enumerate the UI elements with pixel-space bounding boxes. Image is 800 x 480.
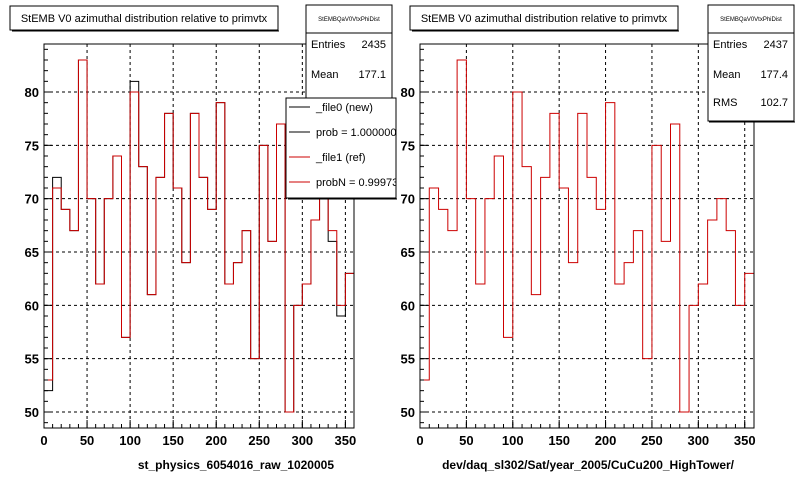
x-tick-label: 350 [734,433,756,448]
stats-entries-value: 2437 [764,39,788,51]
y-tick-label: 65 [401,245,415,260]
legend-entry: probN = 0.99973 [316,177,398,189]
y-axis: 50 55 60 65 70 75 80 [401,48,428,424]
y-tick-label: 65 [25,245,39,260]
legend-entry: prob = 1.000000 [316,127,396,139]
panel-2: 0 50 100 150 200 250 300 35050556065707580dev/d… [401,4,795,472]
legend: _file0 (new) prob = 1.000000 _file1 (ref) p… [285,97,398,200]
x-tick-label: 150 [548,433,570,448]
x-axis-label: st_physics_6054016_raw_1020005 [138,458,334,472]
x-tick-label: 100 [502,433,524,448]
y-tick-label: 50 [25,405,39,420]
grid [420,44,754,428]
legend-box [285,97,397,199]
stats-mean-label: Mean [713,69,741,81]
chart-title: StEMB V0 azimuthal distribution relative… [421,13,668,25]
y-tick-label: 50 [401,405,415,420]
x-axis-label: dev/daq_sl302/Sat/year_2005/CuCu200_High… [442,458,735,472]
x-tick-label: 50 [80,433,94,448]
stats-box [707,4,795,122]
x-tick-label: 300 [687,433,709,448]
x-tick-label: 350 [335,433,357,448]
stats-entries-label: Entries [713,39,748,51]
panel-1: 0 50 100 150 200 250 300 35050556065707580st_ph… [9,4,398,472]
x-tick-label: 150 [162,433,184,448]
x-tick-label: 200 [205,433,227,448]
stats-name: StEMBQaV0VtxPhiDist [720,17,782,23]
stats-mean-value: 177.1 [358,69,386,81]
y-tick-label: 55 [25,352,39,367]
histogram-series-1 [419,59,754,428]
y-axis: 50 55 60 65 70 75 80 [25,48,52,424]
y-tick-label: 75 [25,138,39,153]
y-tick-label: 70 [25,192,39,207]
y-tick-label: 55 [401,352,415,367]
x-tick-label: 250 [641,433,663,448]
y-tick-label: 60 [25,298,39,313]
title-box [9,5,279,31]
stats-entries-value: 2435 [362,39,386,51]
stats-rms-label: RMS [713,97,737,109]
plot-area [420,44,754,428]
x-tick-label: 250 [248,433,270,448]
legend-entry: _file0 (new) [315,102,373,114]
legend-entries: _file0 (new) prob = 1.000000 _file1 (ref) p… [289,102,398,189]
x-tick-label: 50 [459,433,473,448]
x-tick-label: 100 [119,433,141,448]
x-tick-label: 0 [40,433,47,448]
title-box [409,5,679,31]
x-tick-label: 0 [416,433,423,448]
y-tick-label: 70 [401,192,415,207]
stats-box [305,4,393,102]
y-tick-label: 80 [25,85,39,100]
x-tick-label: 300 [291,433,313,448]
stats-mean-value: 177.4 [760,69,788,81]
stats-mean-label: Mean [311,69,339,81]
stats-name: StEMBQaV0VtxPhiDist [318,17,380,23]
x-axis: 0 50 100 150 200 250 300 350 [40,420,356,448]
legend-entry: _file1 (ref) [315,152,366,164]
x-axis: 0 50 100 150 200 250 300 350 [416,420,756,448]
y-tick-label: 75 [401,138,415,153]
chart-title: StEMB V0 azimuthal distribution relative… [21,13,268,25]
x-tick-label: 200 [595,433,617,448]
stats-rms-value: 102.7 [760,97,788,109]
stats-entries-label: Entries [311,39,346,51]
histogram-series-2 [43,59,354,428]
y-tick-label: 60 [401,298,415,313]
y-tick-label: 80 [401,85,415,100]
